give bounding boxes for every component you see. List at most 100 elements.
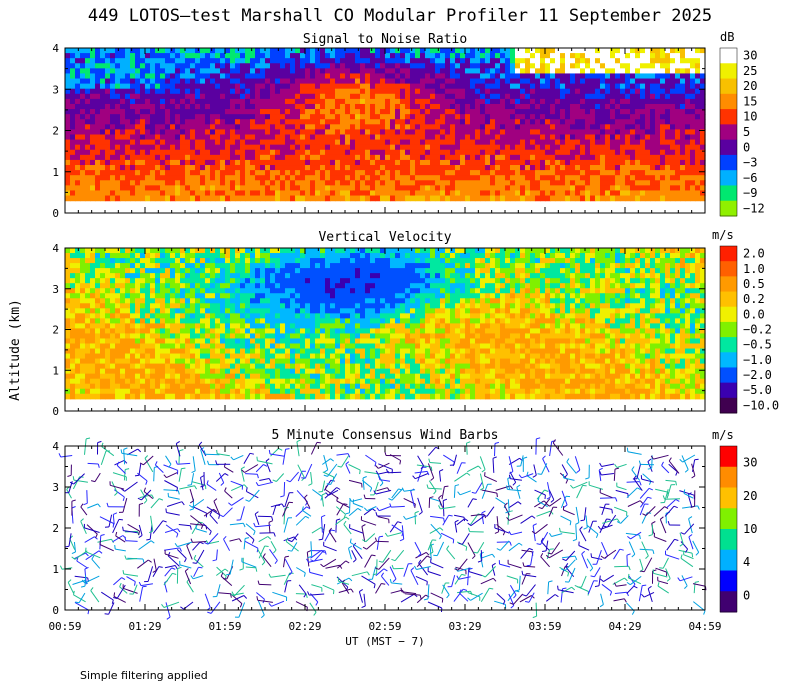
heatmap-cell <box>135 83 141 90</box>
heatmap-cell <box>210 68 216 75</box>
heatmap-cell <box>665 180 671 186</box>
heatmap-cell <box>495 114 501 120</box>
heatmap-cell <box>605 98 611 105</box>
heatmap-cell <box>370 190 376 197</box>
heatmap-cell <box>150 103 156 110</box>
heatmap-cell <box>395 175 401 181</box>
heatmap-cell <box>165 263 171 269</box>
heatmap-cell <box>680 180 686 186</box>
heatmap-cell <box>540 159 546 166</box>
heatmap-cell <box>95 114 101 120</box>
heatmap-cell <box>165 358 171 365</box>
heatmap-cell <box>400 165 406 171</box>
heatmap-cell <box>360 159 366 166</box>
heatmap-cell <box>580 53 586 59</box>
heatmap-cell <box>115 383 121 390</box>
heatmap-cell <box>490 190 496 197</box>
heatmap-cell <box>480 175 486 181</box>
heatmap-cell <box>255 170 261 176</box>
heatmap-cell <box>315 114 321 120</box>
heatmap-cell <box>180 195 186 202</box>
heatmap-cell <box>160 348 166 355</box>
heatmap-cell <box>530 58 536 64</box>
heatmap-cell <box>105 48 111 54</box>
heatmap-cell <box>290 124 296 130</box>
heatmap-cell <box>385 114 391 120</box>
heatmap-cell <box>660 93 666 100</box>
heatmap-cell <box>235 78 241 85</box>
heatmap-cell <box>400 103 406 110</box>
heatmap-cell <box>585 78 591 85</box>
heatmap-cell <box>410 139 416 146</box>
heatmap-cell <box>420 48 426 54</box>
heatmap-cell <box>190 68 196 75</box>
heatmap-cell <box>115 258 121 264</box>
heatmap-cell <box>255 78 261 85</box>
heatmap-cell <box>670 98 676 105</box>
heatmap-cell <box>285 165 291 171</box>
heatmap-cell <box>630 109 636 115</box>
heatmap-cell <box>380 154 386 161</box>
heatmap-cell <box>685 149 691 156</box>
heatmap-cell <box>415 53 421 59</box>
heatmap-cell <box>300 159 306 166</box>
heatmap-cell <box>395 144 401 151</box>
heatmap-cell <box>445 119 451 125</box>
heatmap-cell <box>115 180 121 186</box>
heatmap-cell <box>80 165 86 171</box>
heatmap-cell <box>190 363 196 370</box>
heatmap-cell <box>355 134 361 141</box>
heatmap-cell <box>375 159 381 166</box>
heatmap-cell <box>325 109 331 115</box>
heatmap-cell <box>105 303 111 309</box>
heatmap-cell <box>415 48 421 54</box>
heatmap-cell <box>195 253 201 259</box>
heatmap-cell <box>335 195 341 202</box>
heatmap-cell <box>185 195 191 202</box>
heatmap-cell <box>560 185 566 192</box>
heatmap-cell <box>375 63 381 69</box>
heatmap-cell <box>255 58 261 64</box>
heatmap-cell <box>265 175 271 181</box>
heatmap-cell <box>140 78 146 85</box>
heatmap-cell <box>95 170 101 176</box>
heatmap-cell <box>675 119 681 125</box>
heatmap-cell <box>540 190 546 197</box>
heatmap-cell <box>620 93 626 100</box>
heatmap-cell <box>265 119 271 125</box>
heatmap-cell <box>500 165 506 171</box>
heatmap-cell <box>140 393 146 400</box>
heatmap-cell <box>600 190 606 197</box>
heatmap-cell <box>445 190 451 197</box>
heatmap-cell <box>140 373 146 380</box>
heatmap-cell <box>385 124 391 130</box>
heatmap-cell <box>75 93 81 100</box>
heatmap-cell <box>675 149 681 156</box>
heatmap-cell <box>75 109 81 115</box>
heatmap-cell <box>285 73 291 80</box>
heatmap-cell <box>210 258 216 264</box>
heatmap-cell <box>135 368 141 375</box>
heatmap-cell <box>180 165 186 171</box>
heatmap-cell <box>585 144 591 151</box>
heatmap-cell <box>390 139 396 146</box>
heatmap-cell <box>200 139 206 146</box>
heatmap-cell <box>490 83 496 90</box>
heatmap-cell <box>520 180 526 186</box>
heatmap-cell <box>260 83 266 90</box>
heatmap-cell <box>90 139 96 146</box>
heatmap-cell <box>380 159 386 166</box>
heatmap-cell <box>510 114 516 120</box>
heatmap-cell <box>170 165 176 171</box>
heatmap-cell <box>210 114 216 120</box>
heatmap-cell <box>495 144 501 151</box>
heatmap-cell <box>500 175 506 181</box>
heatmap-cell <box>485 129 491 136</box>
heatmap-cell <box>145 308 151 314</box>
heatmap-cell <box>95 368 101 375</box>
heatmap-cell <box>190 373 196 380</box>
heatmap-cell <box>655 170 661 176</box>
heatmap-cell <box>230 149 236 156</box>
heatmap-cell <box>650 180 656 186</box>
